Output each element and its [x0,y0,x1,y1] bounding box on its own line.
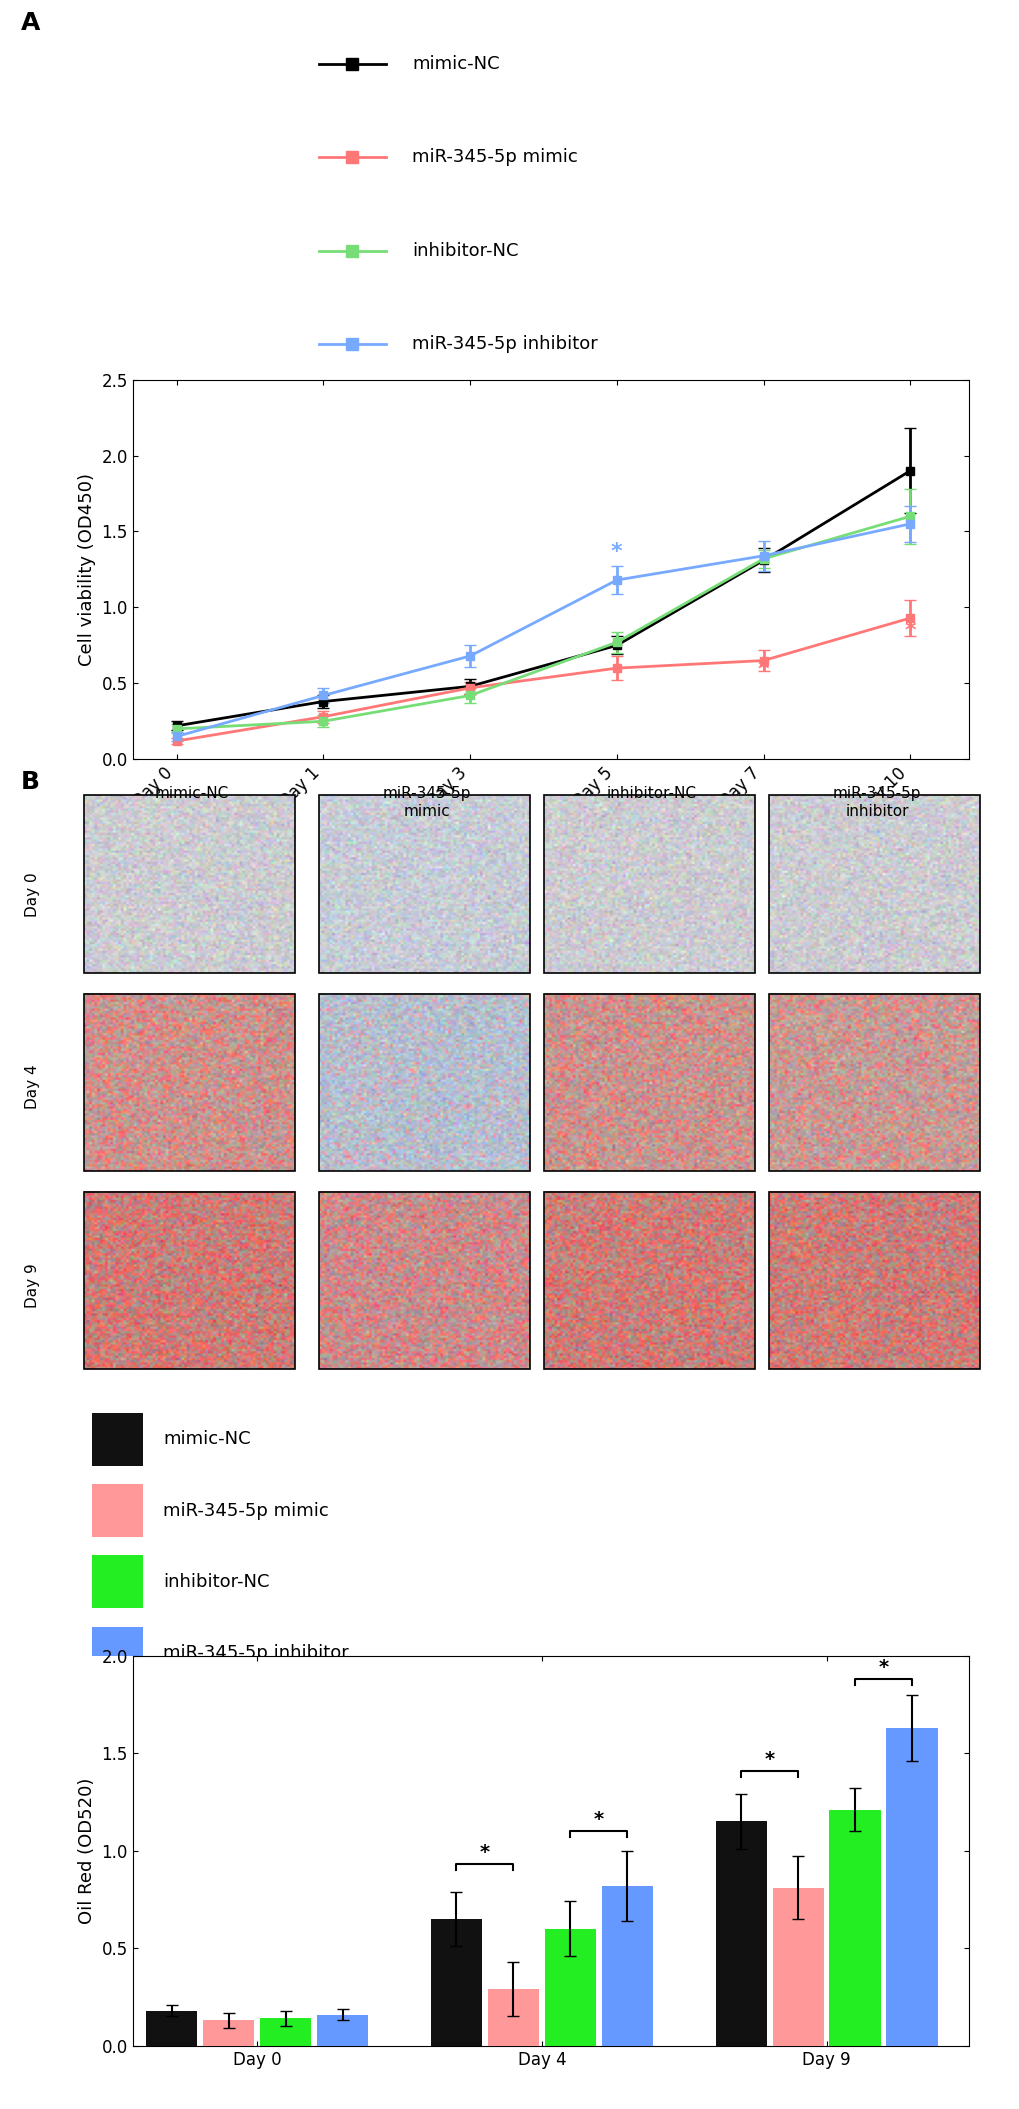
Bar [84,993,294,1170]
Bar [260,2018,311,2046]
Text: *: * [757,660,768,681]
Bar [768,1192,979,1369]
Bar [768,993,979,1170]
Text: *: * [764,1750,774,1769]
Text: *: * [610,542,622,561]
Bar [92,1626,143,1679]
Text: *: * [479,1843,489,1862]
Text: inhibitor-NC: inhibitor-NC [163,1573,269,1590]
Bar [84,795,294,972]
Text: miR-345-5p inhibitor: miR-345-5p inhibitor [412,335,597,352]
Bar [487,1989,538,2046]
Bar [544,1928,595,2046]
Bar [203,2020,254,2046]
Bar [92,1485,143,1537]
Text: miR-345-5p
inhibitor: miR-345-5p inhibitor [833,787,920,818]
Bar [601,1885,652,2046]
Text: Day 9: Day 9 [25,1263,41,1308]
Bar [319,795,529,972]
Text: A: A [20,11,40,34]
Bar [146,2010,198,2046]
Text: inhibitor-NC: inhibitor-NC [606,787,696,801]
Text: B: B [20,770,40,793]
Text: inhibitor-NC: inhibitor-NC [412,243,518,259]
Bar [715,1822,766,2046]
Bar [886,1727,936,2046]
Text: *: * [877,1658,888,1677]
Text: miR-345-5p
mimic: miR-345-5p mimic [382,787,471,818]
Y-axis label: Cell viability (OD450): Cell viability (OD450) [77,472,96,666]
Text: Day 4: Day 4 [25,1065,41,1109]
Text: *: * [904,620,915,641]
Text: *: * [593,1810,603,1829]
Text: Day 0: Day 0 [25,873,41,917]
Bar [771,1888,823,2046]
Text: miR-345-5p mimic: miR-345-5p mimic [163,1502,329,1521]
Text: mimic-NC: mimic-NC [412,55,499,74]
Bar [317,2014,368,2046]
Bar [544,993,754,1170]
Bar [544,1192,754,1369]
Text: miR-345-5p mimic: miR-345-5p mimic [412,148,577,167]
Text: miR-345-5p inhibitor: miR-345-5p inhibitor [163,1643,348,1662]
Text: mimic-NC: mimic-NC [155,787,228,801]
Bar [319,1192,529,1369]
Text: mimic-NC: mimic-NC [163,1430,251,1449]
Bar [84,1192,294,1369]
Bar [768,795,979,972]
Bar [430,1919,482,2046]
Bar [319,993,529,1170]
Bar [828,1810,879,2046]
Bar [544,795,754,972]
Y-axis label: Oil Red (OD520): Oil Red (OD520) [77,1778,96,1923]
Bar [92,1413,143,1466]
Bar [92,1556,143,1607]
